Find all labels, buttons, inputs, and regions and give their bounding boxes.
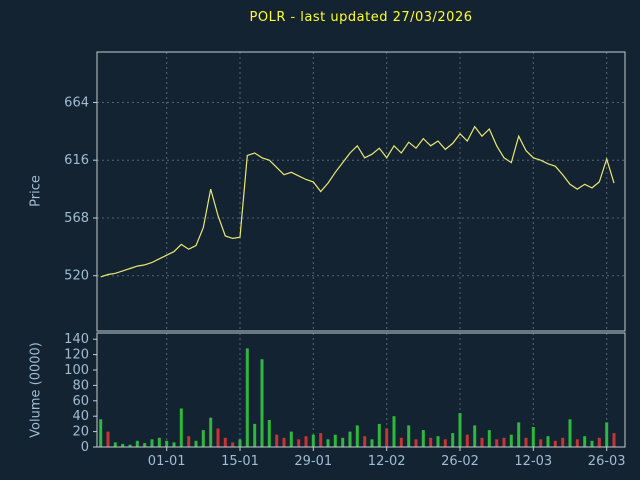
volume-bar (128, 444, 132, 447)
volume-bar (333, 434, 337, 447)
volume-bar (319, 433, 323, 447)
price-line (100, 125, 615, 278)
volume-bar (590, 440, 594, 447)
volume-bar (311, 434, 315, 447)
volume-bar (282, 437, 286, 447)
volume-bar (531, 427, 535, 447)
volume-bar (267, 420, 271, 447)
volume-bar (583, 436, 587, 447)
volume-bar (509, 434, 513, 447)
volume-bar (451, 433, 455, 447)
volume-bar (194, 440, 198, 447)
volume-bar (216, 428, 220, 447)
volume-ytick-label: 60 (72, 394, 89, 409)
volume-bar (399, 437, 403, 447)
volume-ytick-label: 100 (64, 363, 89, 378)
volume-bar (143, 443, 147, 447)
volume-bar (377, 423, 381, 447)
x-tick-label: 26-02 (441, 454, 479, 469)
x-tick-label: 29-01 (294, 454, 332, 469)
volume-bar (106, 431, 110, 447)
x-tick-label: 15-01 (221, 454, 259, 469)
volume-ytick-label: 40 (72, 409, 89, 424)
volume-bar (553, 440, 557, 447)
volume-bar (458, 413, 462, 447)
volume-bar (443, 439, 447, 447)
x-tick-label: 01-01 (148, 454, 186, 469)
volume-bar (341, 437, 345, 447)
volume-bar (517, 422, 521, 447)
volume-bar (568, 419, 572, 447)
volume-bar (561, 437, 565, 447)
volume-bar (436, 436, 440, 447)
volume-bar (370, 439, 374, 447)
volume-bar (612, 433, 616, 447)
volume-bar (502, 437, 506, 447)
volume-bar (363, 436, 367, 447)
x-tick-label: 12-03 (514, 454, 552, 469)
volume-bar (414, 439, 418, 447)
volume-bar (304, 436, 308, 447)
volume-ytick-label: 0 (81, 440, 89, 455)
volume-bar (231, 442, 235, 447)
volume-bar (473, 425, 477, 447)
volume-bar (487, 430, 491, 447)
volume-bar (187, 436, 191, 447)
price-ytick-label: 520 (64, 269, 89, 284)
volume-bar (179, 408, 183, 447)
price-ytick-label: 616 (64, 153, 89, 168)
volume-bar (385, 428, 389, 447)
volume-bar (275, 434, 279, 447)
volume-bar (421, 430, 425, 447)
volume-bar (348, 431, 352, 447)
volume-bar (223, 437, 227, 447)
volume-bar (392, 416, 396, 447)
price-ytick-label: 568 (64, 211, 89, 226)
volume-bar (157, 437, 161, 447)
price-plot-frame (96, 51, 626, 332)
volume-bar (407, 425, 411, 447)
volume-bar (135, 440, 139, 447)
volume-bar (245, 348, 249, 447)
chart-title: POLR - last updated 27/03/2026 (249, 10, 473, 25)
volume-bar (465, 434, 469, 447)
volume-ytick-label: 20 (72, 425, 89, 440)
volume-bar (121, 443, 125, 447)
volume-bar (539, 439, 543, 447)
volume-bar (289, 431, 293, 447)
volume-bar (99, 419, 103, 447)
volume-bar (605, 422, 609, 447)
volume-ytick-label: 140 (64, 332, 89, 347)
x-tick-label: 26-03 (588, 454, 626, 469)
volume-bar (326, 439, 330, 447)
volume-bar (546, 436, 550, 447)
volume-bar (165, 440, 169, 447)
volume-bar (429, 437, 433, 447)
volume-bar (150, 439, 154, 447)
price-ytick-label: 664 (64, 96, 89, 111)
volume-bar (495, 439, 499, 447)
volume-bar (253, 423, 257, 447)
volume-bar (113, 442, 117, 447)
volume-bar (260, 359, 264, 447)
volume-bar (575, 439, 579, 447)
volume-bar (480, 437, 484, 447)
x-tick-label: 12-02 (368, 454, 406, 469)
volume-bar (201, 430, 205, 447)
volume-bar (209, 417, 213, 447)
volume-bar (355, 425, 359, 447)
volume-bar (297, 439, 301, 447)
volume-bar (172, 442, 176, 447)
volume-ytick-label: 120 (64, 348, 89, 363)
volume-bar (597, 437, 601, 447)
volume-bar (238, 439, 242, 447)
volume-bar (524, 437, 528, 447)
volume-plot-frame (96, 332, 626, 448)
volume-ytick-label: 80 (72, 378, 89, 393)
